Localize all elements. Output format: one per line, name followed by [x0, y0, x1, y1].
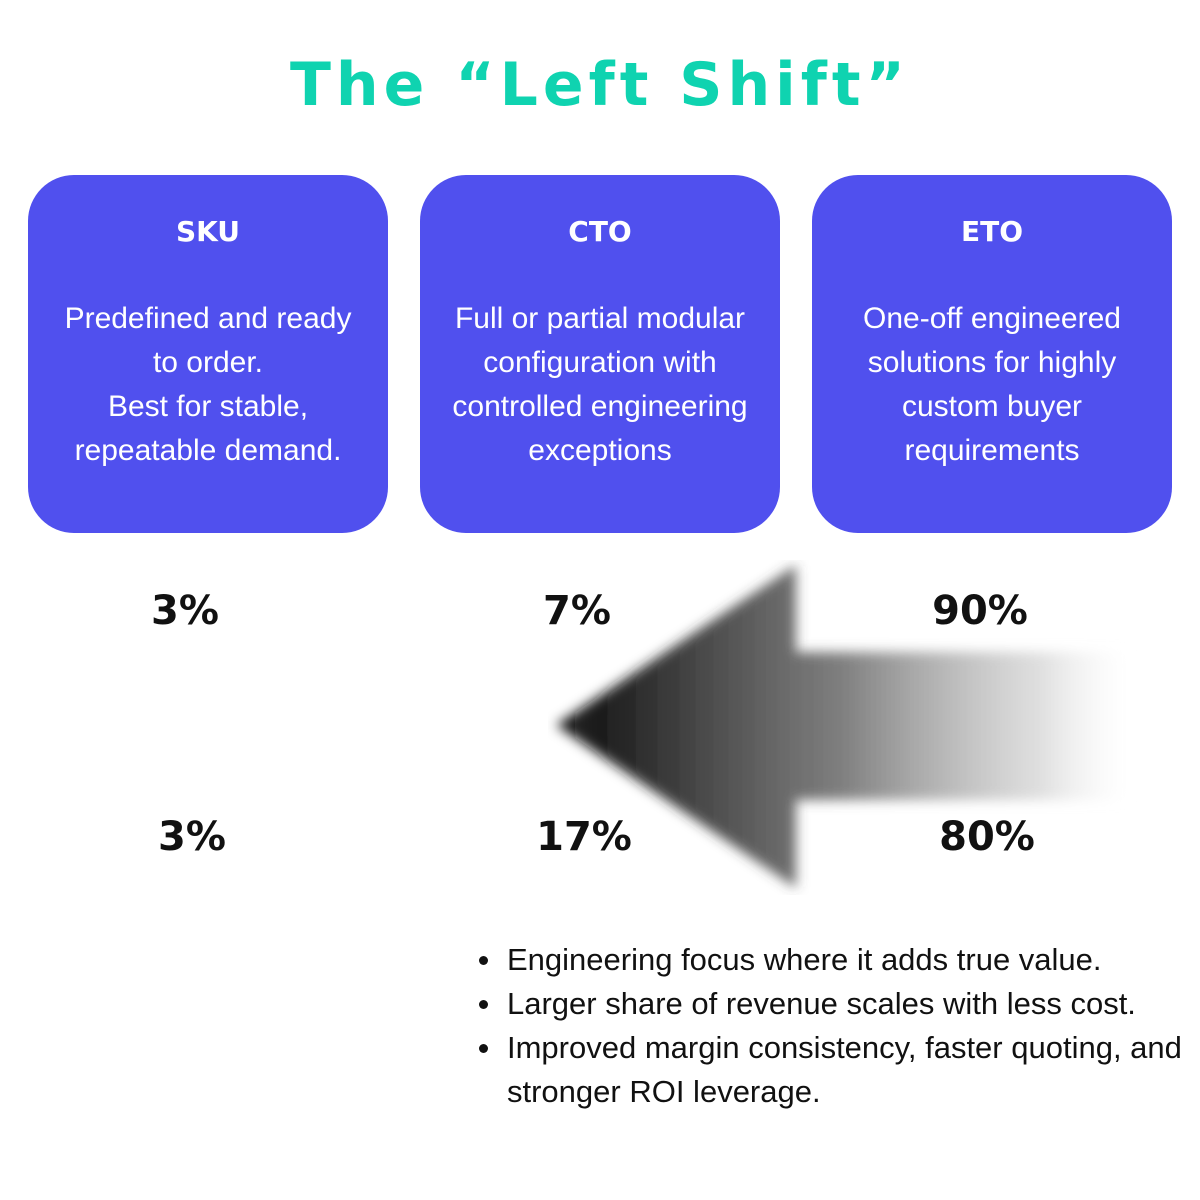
- list-item: Larger share of revenue scales with less…: [476, 982, 1186, 1026]
- card-line: solutions for highly: [867, 346, 1117, 379]
- card-line: Full or partial modular: [454, 302, 746, 335]
- card-heading: SKU: [175, 215, 241, 248]
- left-arrow-icon: [556, 565, 1130, 888]
- card-sku: SKU Predefined and ready to order. Best …: [28, 175, 388, 533]
- percent-top-sku: 3%: [151, 588, 219, 634]
- page-title: The “Left Shift”: [290, 50, 910, 120]
- benefits-list: Engineering focus where it adds true val…: [476, 938, 1186, 1114]
- card-line: requirements: [904, 434, 1080, 467]
- card-line: One-off engineered: [863, 302, 1121, 335]
- card-description: Full or partial modular configuration wi…: [426, 297, 774, 473]
- card-eto: ETO One-off engineered solutions for hig…: [812, 175, 1172, 533]
- card-description: One-off engineered solutions for highly …: [818, 297, 1166, 473]
- list-item: Engineering focus where it adds true val…: [476, 938, 1186, 982]
- percent-top-cto: 7%: [543, 588, 611, 634]
- card-heading: CTO: [568, 215, 632, 248]
- card-line: configuration with: [483, 346, 717, 379]
- list-item: Improved margin consistency, faster quot…: [476, 1026, 1186, 1114]
- card-heading: ETO: [960, 215, 1024, 248]
- percent-bottom-cto: 17%: [536, 814, 632, 860]
- card-line: repeatable demand.: [74, 434, 342, 467]
- percent-bottom-eto: 80%: [939, 814, 1035, 860]
- percent-bottom-sku: 3%: [158, 814, 226, 860]
- card-line: exceptions: [528, 434, 672, 467]
- card-line: controlled engineering: [452, 390, 748, 423]
- card-description: Predefined and ready to order. Best for …: [34, 297, 382, 473]
- card-line: Best for stable,: [107, 390, 309, 423]
- card-line: to order.: [152, 346, 264, 379]
- percent-top-eto: 90%: [932, 588, 1028, 634]
- card-line: Predefined and ready: [64, 302, 352, 335]
- card-line: custom buyer: [901, 390, 1083, 423]
- card-cto: CTO Full or partial modular configuratio…: [420, 175, 780, 533]
